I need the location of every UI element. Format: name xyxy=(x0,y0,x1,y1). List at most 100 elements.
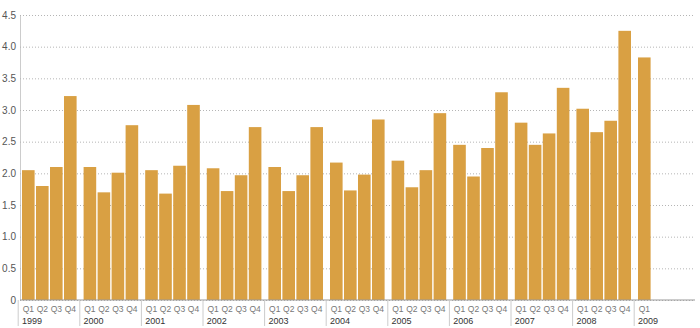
bar xyxy=(282,191,295,300)
y-tick-label: 4.0 xyxy=(2,41,16,52)
y-tick-label: 0.5 xyxy=(2,263,16,274)
bar xyxy=(126,125,139,300)
x-tick-label: Q2 xyxy=(221,304,233,314)
x-tick-label: Q3 xyxy=(543,304,555,314)
y-tick-label: 2.0 xyxy=(2,168,16,179)
y-tick-label: 0 xyxy=(10,295,16,306)
group-label: 2007 xyxy=(515,316,535,326)
bar xyxy=(529,145,542,300)
group-label: 2006 xyxy=(453,316,473,326)
x-tick-label: Q2 xyxy=(591,304,603,314)
x-tick-label: Q1 xyxy=(84,304,96,314)
x-tick-label: Q4 xyxy=(373,304,385,314)
group-label: 2004 xyxy=(330,316,350,326)
y-tick: 4.0 xyxy=(2,41,695,52)
bar xyxy=(22,170,35,300)
bar xyxy=(495,92,508,300)
group-separator xyxy=(18,300,19,326)
bar xyxy=(310,127,323,300)
group-separator xyxy=(572,300,573,326)
bar xyxy=(187,105,200,300)
x-axis: Q1Q2Q3Q4Q1Q2Q3Q4Q1Q2Q3Q4Q1Q2Q3Q4Q1Q2Q3Q4… xyxy=(18,300,658,326)
bar xyxy=(453,145,466,300)
x-tick-label: Q3 xyxy=(605,304,617,314)
bar xyxy=(296,175,309,300)
x-tick-label: Q3 xyxy=(420,304,432,314)
x-tick-label: Q3 xyxy=(359,304,371,314)
y-tick-label: 1.0 xyxy=(2,231,16,242)
bar xyxy=(36,186,49,300)
bar xyxy=(543,133,556,300)
bar xyxy=(249,127,262,300)
x-tick-label: Q1 xyxy=(577,304,589,314)
group-label: 2003 xyxy=(268,316,288,326)
baseline xyxy=(20,300,695,301)
x-tick-label: Q1 xyxy=(146,304,158,314)
group-label: 2002 xyxy=(207,316,227,326)
bar xyxy=(467,177,480,301)
x-tick-label: Q4 xyxy=(311,304,323,314)
bar xyxy=(145,170,158,300)
x-tick-label: Q2 xyxy=(529,304,541,314)
x-tick-label: Q3 xyxy=(235,304,247,314)
x-tick-label: Q2 xyxy=(345,304,357,314)
bar xyxy=(344,190,357,300)
x-tick-label: Q2 xyxy=(468,304,480,314)
grid-line xyxy=(20,110,695,111)
bar xyxy=(372,120,385,301)
bar xyxy=(173,166,186,300)
bar xyxy=(420,170,433,300)
x-tick-label: Q4 xyxy=(65,304,77,314)
group-separator xyxy=(326,300,327,326)
x-tick-label: Q1 xyxy=(454,304,466,314)
bar xyxy=(434,113,447,300)
bar xyxy=(618,31,631,300)
group-label: 2005 xyxy=(392,316,412,326)
y-tick-label: 3.0 xyxy=(2,105,16,116)
bar xyxy=(84,167,97,300)
x-tick-label: Q2 xyxy=(160,304,172,314)
x-tick-label: Q4 xyxy=(434,304,446,314)
x-tick-label: Q2 xyxy=(283,304,295,314)
bar xyxy=(50,167,63,300)
bar xyxy=(481,148,494,300)
x-tick-label: Q4 xyxy=(557,304,569,314)
group-separator xyxy=(264,300,265,326)
bar xyxy=(235,175,248,300)
chart: 00.51.01.52.02.53.03.54.04.5Q1Q2Q3Q4Q1Q2… xyxy=(0,0,700,328)
y-tick: 4.5 xyxy=(2,10,695,21)
bar xyxy=(330,163,343,300)
bar xyxy=(406,187,419,300)
bar xyxy=(159,194,172,300)
x-tick-label: Q4 xyxy=(188,304,200,314)
bar xyxy=(112,173,125,300)
group-separator xyxy=(511,300,512,326)
group-label: 2009 xyxy=(638,316,658,326)
y-tick-label: 4.5 xyxy=(2,10,16,21)
x-tick-label: Q3 xyxy=(51,304,63,314)
x-tick-label: Q4 xyxy=(619,304,631,314)
group-separator xyxy=(449,300,450,326)
y-tick-label: 2.5 xyxy=(2,136,16,147)
bar xyxy=(557,88,570,300)
bar xyxy=(207,168,220,300)
bar xyxy=(576,109,589,300)
x-tick-label: Q2 xyxy=(98,304,110,314)
x-tick-label: Q1 xyxy=(207,304,219,314)
group-separator xyxy=(79,300,80,326)
bar xyxy=(515,123,528,300)
group-separator xyxy=(141,300,142,326)
x-tick-label: Q3 xyxy=(174,304,186,314)
group-label: 2008 xyxy=(576,316,596,326)
x-tick-label: Q1 xyxy=(269,304,281,314)
y-tick-label: 1.5 xyxy=(2,200,16,211)
bar xyxy=(358,175,371,300)
x-tick-label: Q4 xyxy=(496,304,508,314)
y-tick: 3.0 xyxy=(2,105,695,116)
y-tick-label: 3.5 xyxy=(2,73,16,84)
bar xyxy=(64,96,77,300)
x-tick-label: Q3 xyxy=(297,304,309,314)
grid-line xyxy=(20,300,695,301)
group-label: 2000 xyxy=(84,316,104,326)
bar xyxy=(392,161,405,300)
